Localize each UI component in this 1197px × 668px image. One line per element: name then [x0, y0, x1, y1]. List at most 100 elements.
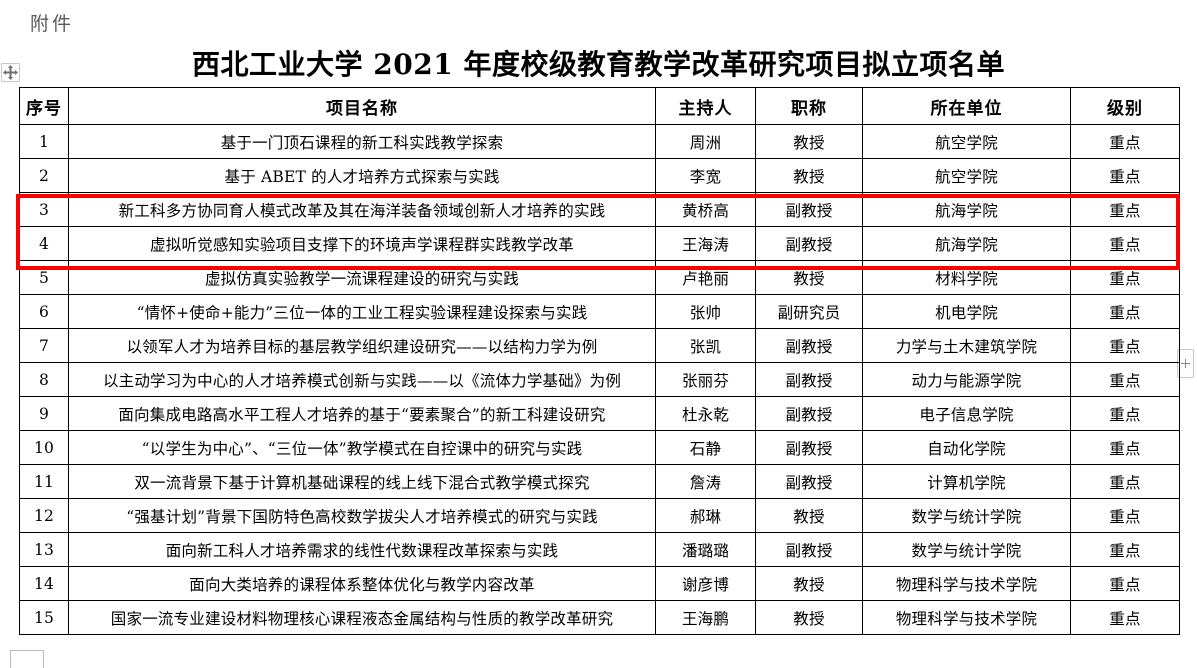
cell-unit: 力学与土木建筑学院	[862, 328, 1071, 363]
cell-seq: 14	[19, 566, 69, 601]
cell-host: 石静	[655, 430, 756, 465]
table-row[interactable]: 13 面向新工科人才培养需求的线性代数课程改革探索与实践 潘璐璐 副教授 数学与…	[19, 532, 1180, 567]
cell-unit: 电子信息学院	[862, 396, 1071, 431]
cell-title: 教授	[755, 498, 863, 533]
cell-name: 以主动学习为中心的人才培养模式创新与实践——以《流体力学基础》为例	[68, 362, 656, 397]
cell-host: 杜永乾	[655, 396, 756, 431]
cell-name: 双一流背景下基于计算机基础课程的线上线下混合式教学模式探究	[68, 464, 656, 499]
cell-seq: 4	[19, 226, 69, 261]
cell-name: 国家一流专业建设材料物理核心课程液态金属结构与性质的教学改革研究	[68, 600, 656, 635]
cell-name: “强基计划”背景下国防特色高校数学拔尖人才培养模式的研究与实践	[68, 498, 656, 533]
cell-host: 潘璐璐	[655, 532, 756, 567]
cell-seq: 6	[19, 294, 69, 329]
cell-unit: 材料学院	[862, 260, 1071, 295]
table-move-handle[interactable]	[1, 63, 20, 82]
table-row[interactable]: 11 双一流背景下基于计算机基础课程的线上线下混合式教学模式探究 詹涛 副教授 …	[19, 464, 1180, 499]
cell-title: 教授	[755, 260, 863, 295]
cell-name: 新工科多方协同育人模式改革及其在海洋装备领域创新人才培养的实践	[68, 192, 656, 227]
cell-seq: 13	[19, 532, 69, 567]
cell-title: 副教授	[755, 396, 863, 431]
column-header-seq: 序号	[19, 87, 69, 125]
cell-title: 教授	[755, 124, 863, 159]
cell-title: 副教授	[755, 464, 863, 499]
table-row[interactable]: 10 “以学生为中心”、“三位一体”教学模式在自控课中的研究与实践 石静 副教授…	[19, 430, 1180, 465]
page-title: 西北工业大学 2021 年度校级教育教学改革研究项目拟立项名单	[192, 48, 1005, 81]
cell-title: 副研究员	[755, 294, 863, 329]
cell-seq: 9	[19, 396, 69, 431]
cell-title: 副教授	[755, 532, 863, 567]
cell-name: 面向大类培养的课程体系整体优化与教学内容改革	[68, 566, 656, 601]
cell-level: 重点	[1070, 124, 1180, 159]
cell-host: 张丽芬	[655, 362, 756, 397]
cell-host: 张帅	[655, 294, 756, 329]
cell-unit: 动力与能源学院	[862, 362, 1071, 397]
cell-name: 以领军人才为培养目标的基层教学组织建设研究——以结构力学为例	[68, 328, 656, 363]
cell-level: 重点	[1070, 328, 1180, 363]
cell-seq: 3	[19, 192, 69, 227]
cell-unit: 自动化学院	[862, 430, 1071, 465]
cell-unit: 计算机学院	[862, 464, 1071, 499]
plus-icon-vertical	[1185, 359, 1186, 368]
cell-host: 周洲	[655, 124, 756, 159]
cell-unit: 物理科学与技术学院	[862, 600, 1071, 635]
table-row[interactable]: 15 国家一流专业建设材料物理核心课程液态金属结构与性质的教学改革研究 王海鹏 …	[19, 600, 1180, 635]
cell-host: 张凯	[655, 328, 756, 363]
cell-title: 教授	[755, 600, 863, 635]
cell-level: 重点	[1070, 226, 1180, 261]
corner-marker	[10, 650, 44, 668]
cell-unit: 航空学院	[862, 158, 1071, 193]
table-row[interactable]: 7 以领军人才为培养目标的基层教学组织建设研究——以结构力学为例 张凯 副教授 …	[19, 328, 1180, 363]
cell-unit: 航海学院	[862, 226, 1071, 261]
cell-level: 重点	[1070, 192, 1180, 227]
table-row[interactable]: 8 以主动学习为中心的人才培养模式创新与实践——以《流体力学基础》为例 张丽芬 …	[19, 362, 1180, 397]
cell-host: 黄桥高	[655, 192, 756, 227]
move-handle-icon	[3, 65, 18, 80]
table-header-row: 序号 项目名称 主持人 职称 所在单位 级别	[19, 87, 1180, 125]
attachment-label: 附件	[30, 13, 75, 35]
cell-seq: 11	[19, 464, 69, 499]
cell-level: 重点	[1070, 600, 1180, 635]
table-row[interactable]: 2 基于 ABET 的人才培养方式探索与实践 李宽 教授 航空学院 重点	[19, 158, 1180, 193]
cell-seq: 10	[19, 430, 69, 465]
cell-name: 面向新工科人才培养需求的线性代数课程改革探索与实践	[68, 532, 656, 567]
column-header-level: 级别	[1070, 87, 1180, 125]
cell-name: “情怀+使命+能力”三位一体的工业工程实验课程建设探索与实践	[68, 294, 656, 329]
cell-seq: 12	[19, 498, 69, 533]
cell-name: 面向集成电路高水平工程人才培养的基于“要素聚合”的新工科建设研究	[68, 396, 656, 431]
cell-level: 重点	[1070, 430, 1180, 465]
cell-unit: 机电学院	[862, 294, 1071, 329]
cell-name: 虚拟仿真实验教学一流课程建设的研究与实践	[68, 260, 656, 295]
cell-seq: 5	[19, 260, 69, 295]
cell-seq: 7	[19, 328, 69, 363]
table-row[interactable]: 9 面向集成电路高水平工程人才培养的基于“要素聚合”的新工科建设研究 杜永乾 副…	[19, 396, 1180, 431]
cell-level: 重点	[1070, 362, 1180, 397]
cell-title: 副教授	[755, 226, 863, 261]
table-row[interactable]: 1 基于一门顶石课程的新工科实践教学探索 周洲 教授 航空学院 重点	[19, 124, 1180, 159]
cell-level: 重点	[1070, 396, 1180, 431]
table-row[interactable]: 6 “情怀+使命+能力”三位一体的工业工程实验课程建设探索与实践 张帅 副研究员…	[19, 294, 1180, 329]
cell-title: 副教授	[755, 192, 863, 227]
cell-name: 基于 ABET 的人才培养方式探索与实践	[68, 158, 656, 193]
column-header-unit: 所在单位	[862, 87, 1071, 125]
cell-host: 卢艳丽	[655, 260, 756, 295]
cell-title: 副教授	[755, 362, 863, 397]
cell-name: 基于一门顶石课程的新工科实践教学探索	[68, 124, 656, 159]
column-header-name: 项目名称	[68, 87, 656, 125]
cell-unit: 航空学院	[862, 124, 1071, 159]
cell-host: 詹涛	[655, 464, 756, 499]
cell-seq: 1	[19, 124, 69, 159]
table-row[interactable]: 14 面向大类培养的课程体系整体优化与教学内容改革 谢彦博 教授 物理科学与技术…	[19, 566, 1180, 601]
cell-host: 李宽	[655, 158, 756, 193]
cell-title: 教授	[755, 566, 863, 601]
table-row[interactable]: 4 虚拟听觉感知实验项目支撑下的环境声学课程群实践教学改革 王海涛 副教授 航海…	[19, 226, 1180, 261]
cell-name: 虚拟听觉感知实验项目支撑下的环境声学课程群实践教学改革	[68, 226, 656, 261]
cell-host: 郝琳	[655, 498, 756, 533]
cell-level: 重点	[1070, 464, 1180, 499]
table-row[interactable]: 3 新工科多方协同育人模式改革及其在海洋装备领域创新人才培养的实践 黄桥高 副教…	[19, 192, 1180, 227]
cell-seq: 15	[19, 600, 69, 635]
column-header-host: 主持人	[655, 87, 756, 125]
table-row[interactable]: 5 虚拟仿真实验教学一流课程建设的研究与实践 卢艳丽 教授 材料学院 重点	[19, 260, 1180, 295]
table-row[interactable]: 12 “强基计划”背景下国防特色高校数学拔尖人才培养模式的研究与实践 郝琳 教授…	[19, 498, 1180, 533]
project-table-container: 序号 项目名称 主持人 职称 所在单位 级别 1 基于一门顶石课程的新工科实践教…	[19, 87, 1180, 635]
